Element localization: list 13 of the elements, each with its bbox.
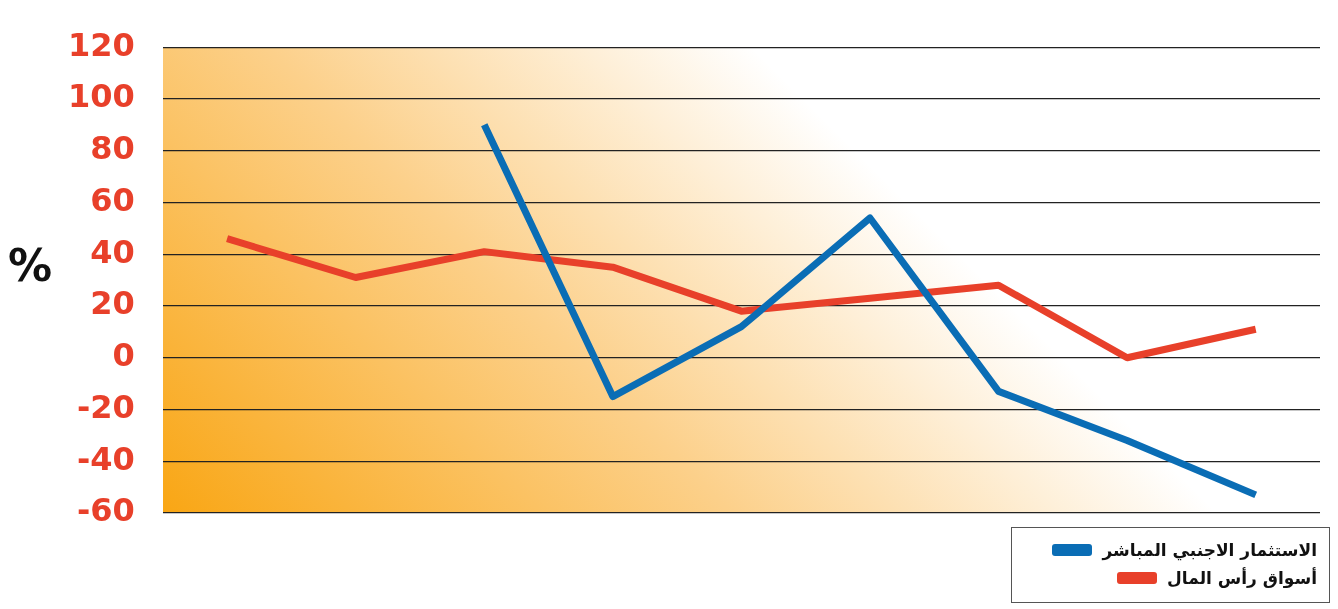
y-tick-label: -20 [76,387,135,426]
y-axis-title: % [8,240,53,291]
legend-label: الاستثمار الاجنبي المباشر [1102,540,1317,560]
legend-label: أسواق رأس المال [1167,568,1317,588]
y-tick-label: 60 [90,180,135,219]
y-tick-label: 100 [68,77,135,116]
y-tick-label: 20 [90,284,135,323]
y-tick-label: 120 [68,25,135,64]
y-tick-label: 80 [90,129,135,168]
y-tick-label: -60 [76,491,135,530]
y-tick-label: -40 [76,439,135,478]
y-tick-label: 0 [112,336,135,375]
y-tick-label: 40 [90,232,135,271]
